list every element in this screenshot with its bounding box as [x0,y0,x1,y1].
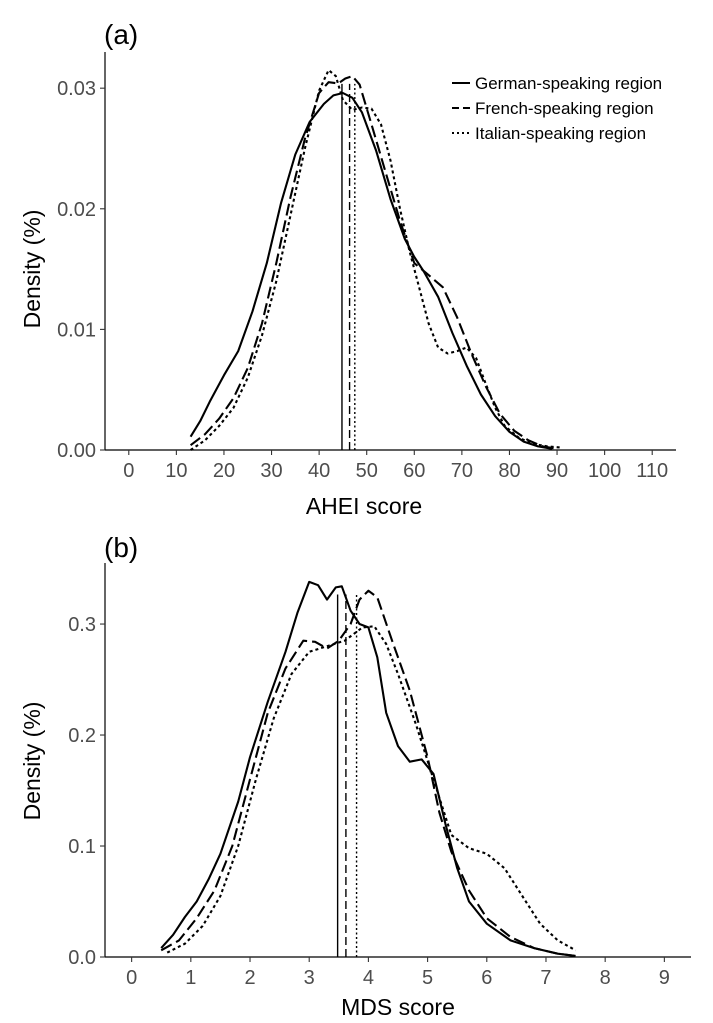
panel-a-y-axis-title: Density (%) [19,210,45,329]
series-curve-dotted [190,69,562,451]
panel-a-plot: 0 10 20 30 40 50 60 70 80 90 100 110 0.00 0.01 0.02 0.0… [57,52,676,482]
x-tick-label: 90 [546,460,568,482]
x-tick-label: 7 [540,967,551,989]
series-curve-dashed [189,75,558,450]
x-tick-label: 3 [304,967,315,989]
x-tick-label: 0 [123,460,134,482]
x-tick-label: 8 [600,967,611,989]
x-tick-label: 40 [308,460,330,482]
x-tick-label: 6 [481,967,492,989]
panel-b-plot: 0 1 2 3 4 5 6 7 8 9 0.0 0.1 0.2 0.3 [68,563,691,989]
x-tick-label: 30 [260,460,282,482]
series-curve-dotted [166,625,577,954]
series-curve-solid [189,91,553,450]
x-tick-label: 1 [185,967,196,989]
x-tick-label: 9 [659,967,670,989]
x-tick-label: 60 [403,460,425,482]
series-curve-solid [160,580,576,957]
panel-b-y-axis-title: Density (%) [19,702,45,821]
panel-a-x-axis-title: AHEI score [306,493,422,519]
x-tick-label: 80 [498,460,520,482]
legend: German-speaking region French-speaking r… [452,74,662,143]
legend-label-french: French-speaking region [475,99,654,118]
y-tick-label: 0.01 [57,319,96,341]
x-tick-label: 50 [356,460,378,482]
series-curve-dashed [160,589,576,957]
panel-b: (b) 0 1 2 3 4 5 6 7 8 9 0.0 0.1 0.2 0.3 MDS score Den… [19,532,691,1020]
x-tick-label: 2 [244,967,255,989]
y-tick-label: 0.2 [68,725,96,747]
x-tick-label: 5 [422,967,433,989]
x-tick-label: 70 [451,460,473,482]
x-tick-label: 110 [636,460,668,482]
y-tick-label: 0.02 [57,199,96,221]
x-tick-label: 20 [213,460,235,482]
y-tick-label: 0.3 [68,614,96,636]
y-tick-label: 0.00 [57,440,96,462]
x-tick-label: 100 [588,460,621,482]
x-tick-label: 0 [126,967,137,989]
x-tick-label: 10 [165,460,187,482]
y-tick-label: 0.0 [68,947,96,969]
x-tick-label: 4 [363,967,374,989]
panel-b-x-axis-title: MDS score [341,994,455,1020]
y-tick-label: 0.1 [68,836,96,858]
panel-a-label: (a) [104,19,138,50]
panel-b-label: (b) [104,532,138,563]
panel-a: (a) 0 10 20 30 40 50 60 70 80 90 100 110 0.00 0.01 0.0… [19,19,676,519]
y-tick-label: 0.03 [57,78,96,100]
legend-label-italian: Italian-speaking region [475,124,646,143]
legend-label-german: German-speaking region [475,74,662,93]
